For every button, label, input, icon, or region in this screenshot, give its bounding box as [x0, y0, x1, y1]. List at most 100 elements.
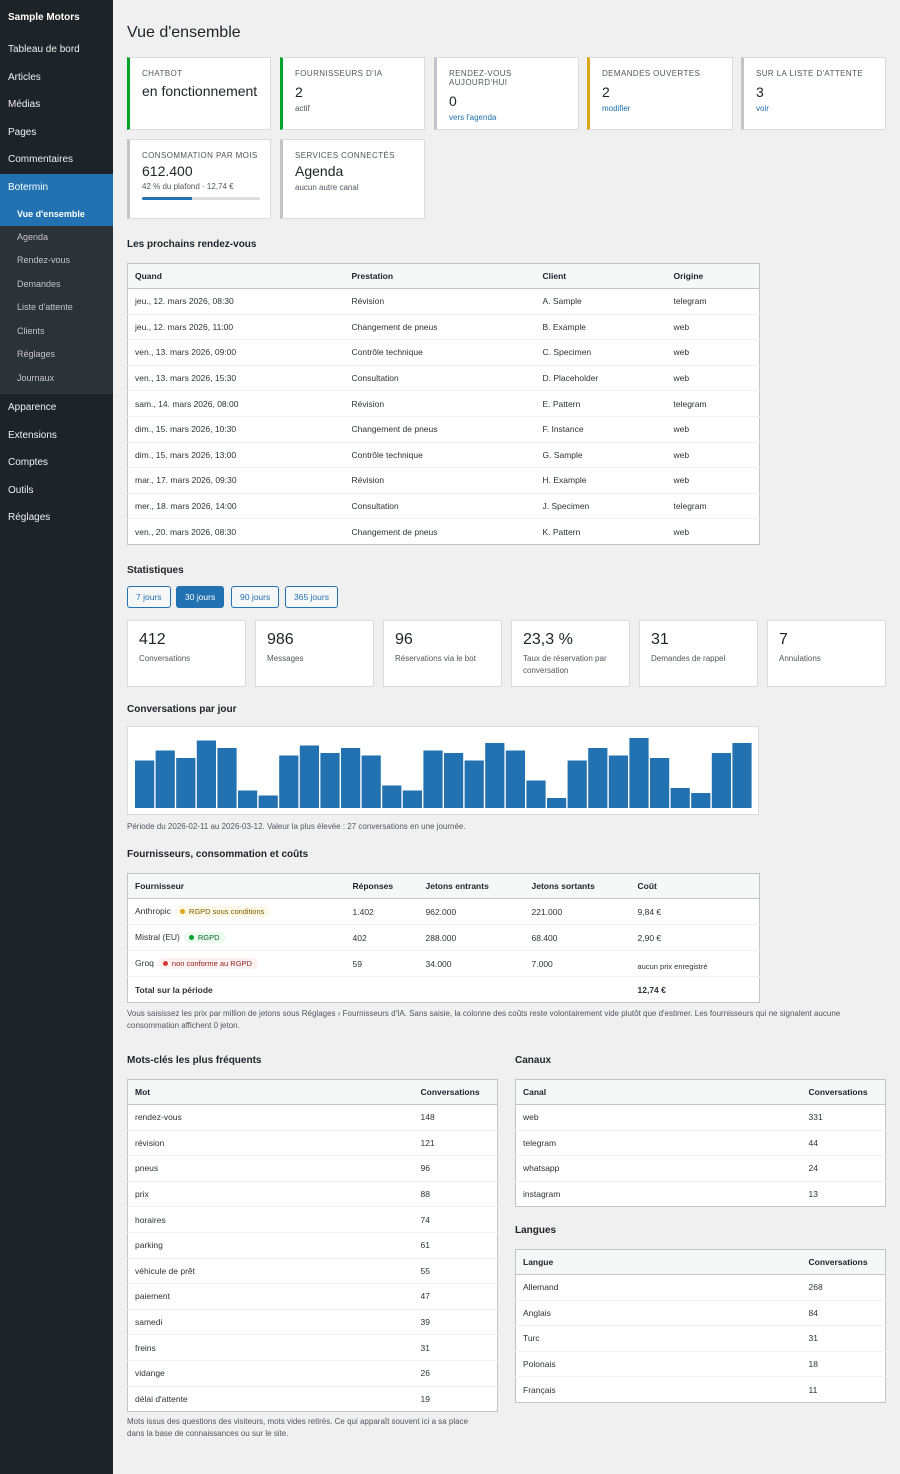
sidebar-sub-waitlist[interactable]: Liste d'attente	[17, 302, 73, 312]
modify-link[interactable]: modifier	[602, 104, 631, 113]
sidebar-item-pages[interactable]: Pages	[8, 126, 37, 138]
table-cell: 1.402	[345, 898, 419, 925]
sidebar-item-botermin[interactable]: Botermin	[8, 181, 49, 193]
keywords-table: Mot Conversations rendez-vous 148 révision…	[127, 1079, 498, 1413]
stat-label: Réservations via le bot	[395, 654, 476, 663]
usage-progress-bar	[142, 197, 260, 200]
range-30-days-button[interactable]: 30 jours	[176, 586, 225, 608]
table-cell: 962.000	[418, 898, 525, 925]
channels-table: Canal Conversations web 331 telegram 44 what…	[515, 1079, 886, 1208]
table-cell: jeu., 12. mars 2026, 11:00	[127, 314, 345, 341]
sidebar-sub-clients[interactable]: Clients	[17, 325, 45, 336]
stat-tile-booking-rate: 23,3 % Taux de réservation par conversat…	[511, 620, 630, 687]
table-cell: dim., 15. mars 2026, 10:30	[127, 416, 345, 443]
sidebar-sub-overview[interactable]: Vue d'ensemble	[0, 201, 113, 226]
table-cell: 88	[413, 1181, 498, 1208]
table-cell: web	[515, 1104, 802, 1131]
sidebar-sub-agenda[interactable]: Agenda	[17, 231, 49, 242]
admin-sidebar: Sample Motors Tableau de bord Articles M…	[0, 0, 113, 1474]
table-cell: Polonais	[515, 1351, 802, 1378]
chart-bar-2026-02-24	[402, 790, 422, 808]
table-cell: 19	[420, 1393, 430, 1404]
table-cell: mer., 18. mars 2026, 14:00	[127, 493, 345, 520]
card-label: Chatbot	[142, 69, 183, 78]
stat-tile-callback-requests: 31 Demandes de rappel	[639, 620, 758, 687]
sidebar-item-dashboard[interactable]: Tableau de bord	[8, 44, 80, 55]
chart-bar-2026-03-08	[650, 758, 670, 808]
range-7-days-button[interactable]: 7 jours	[127, 586, 171, 608]
sidebar-item-media[interactable]: Médias	[8, 99, 41, 110]
table-cell: 121	[413, 1130, 498, 1157]
table-row: prix 88	[127, 1181, 498, 1208]
chart-bar-2026-02-13	[176, 758, 196, 808]
table-cell: aucun prix enregistré	[630, 950, 760, 977]
table-cell: 18	[801, 1351, 886, 1378]
column-header: Mot	[127, 1079, 414, 1105]
stat-label: Conversations	[139, 654, 191, 663]
chart-bar-2026-03-05	[588, 748, 608, 808]
view-link[interactable]: voir	[756, 104, 769, 113]
table-cell: telegram	[666, 288, 760, 315]
sidebar-active-menu: Botermin	[0, 173, 113, 202]
table-cell: jeu., 12. mars 2026, 08:30	[127, 288, 345, 315]
chart-bar-2026-02-14	[196, 740, 216, 808]
sidebar-sub-appointments[interactable]: Rendez-vous	[17, 255, 71, 265]
range-90-days-button[interactable]: 90 jours	[231, 586, 280, 608]
table-cell: ven., 13. mars 2026, 09:00	[127, 339, 345, 366]
sidebar-item-posts[interactable]: Articles	[8, 71, 41, 83]
agenda-link[interactable]: vers l'agenda	[449, 113, 497, 122]
stats-title: Statistiques	[127, 565, 184, 576]
range-365-days-button[interactable]: 365 jours	[285, 586, 338, 608]
chart-bar-2026-02-16	[238, 790, 258, 808]
sidebar-item-settings[interactable]: Réglages	[8, 512, 51, 523]
sidebar-sub-logs[interactable]: Journaux	[17, 372, 55, 383]
sidebar-submenu: Vue d'ensemble Agenda Rendez-vous Demand…	[0, 201, 113, 394]
sidebar-sub-requests[interactable]: Demandes	[17, 278, 61, 289]
sidebar-sub-settings[interactable]: Réglages	[17, 349, 56, 359]
sidebar-item-appearance[interactable]: Apparence	[8, 402, 57, 413]
table-cell: 9,84 €	[630, 898, 760, 925]
stat-value: 31	[651, 631, 669, 648]
column-header: Conversations	[801, 1079, 886, 1105]
sidebar-item-plugins[interactable]: Extensions	[8, 429, 57, 441]
provider-name: Mistral (EU)	[135, 931, 180, 942]
table-row: mar., 17. mars 2026, 09:30 Révision H. Exa…	[127, 467, 760, 494]
keywords-body: rendez-vous 148 révision 121 pneus 96 prix 88 ho…	[127, 1104, 498, 1412]
sidebar-item-comments[interactable]: Commentaires	[8, 154, 74, 165]
sidebar-item-users[interactable]: Comptes	[8, 457, 49, 468]
providers-title: Fournisseurs, consommation et coûts	[127, 849, 309, 860]
table-cell: 34.000	[418, 950, 525, 977]
table-cell: véhicule de prêt	[127, 1258, 414, 1285]
table-cell: 148	[413, 1104, 498, 1131]
sidebar-item-tools[interactable]: Outils	[8, 484, 34, 496]
table-cell: 31	[413, 1334, 498, 1361]
table-cell: 402	[345, 924, 419, 951]
table-header-row: Mot Conversations	[127, 1079, 498, 1105]
usage-progress-fill	[142, 197, 192, 200]
status-dot-icon	[162, 960, 168, 966]
table-row: sam., 14. mars 2026, 08:00 Révision E. Pat…	[127, 390, 760, 417]
stat-value: 23,3 %	[523, 631, 573, 648]
card-value: 612.400	[142, 163, 193, 179]
stat-tile-messages: 986 Messages	[255, 620, 374, 687]
chart-bar-2026-02-20	[320, 753, 340, 808]
appointments-title: Les prochains rendez-vous	[127, 239, 257, 250]
table-row: Anglais 84	[515, 1300, 886, 1327]
table-row: Mistral (EU) RGPD 402 288.000 68.400 2,90 €	[127, 924, 760, 951]
table-row: jeu., 12. mars 2026, 08:30 Révision A. Sam…	[127, 288, 760, 315]
table-header-row: Fournisseur Réponses Jetons entrants Jet…	[127, 873, 760, 899]
table-cell: web	[666, 314, 760, 341]
table-header-row: Canal Conversations	[515, 1079, 886, 1105]
table-row: web 331	[515, 1104, 886, 1131]
table-cell: parking	[127, 1232, 414, 1259]
card-sub: actif	[295, 104, 310, 113]
table-cell: B. Example	[535, 314, 667, 341]
site-name[interactable]: Sample Motors	[8, 12, 80, 23]
stat-tile-cancellations: 7 Annulations	[767, 620, 886, 687]
table-cell: 55	[413, 1258, 498, 1285]
stat-value: 96	[395, 631, 413, 648]
table-cell: G. Sample	[535, 442, 667, 469]
table-cell: Révision	[344, 288, 536, 315]
table-cell: Allemand	[515, 1274, 802, 1301]
total-row: Total sur la période 12,74 €	[127, 976, 760, 1003]
